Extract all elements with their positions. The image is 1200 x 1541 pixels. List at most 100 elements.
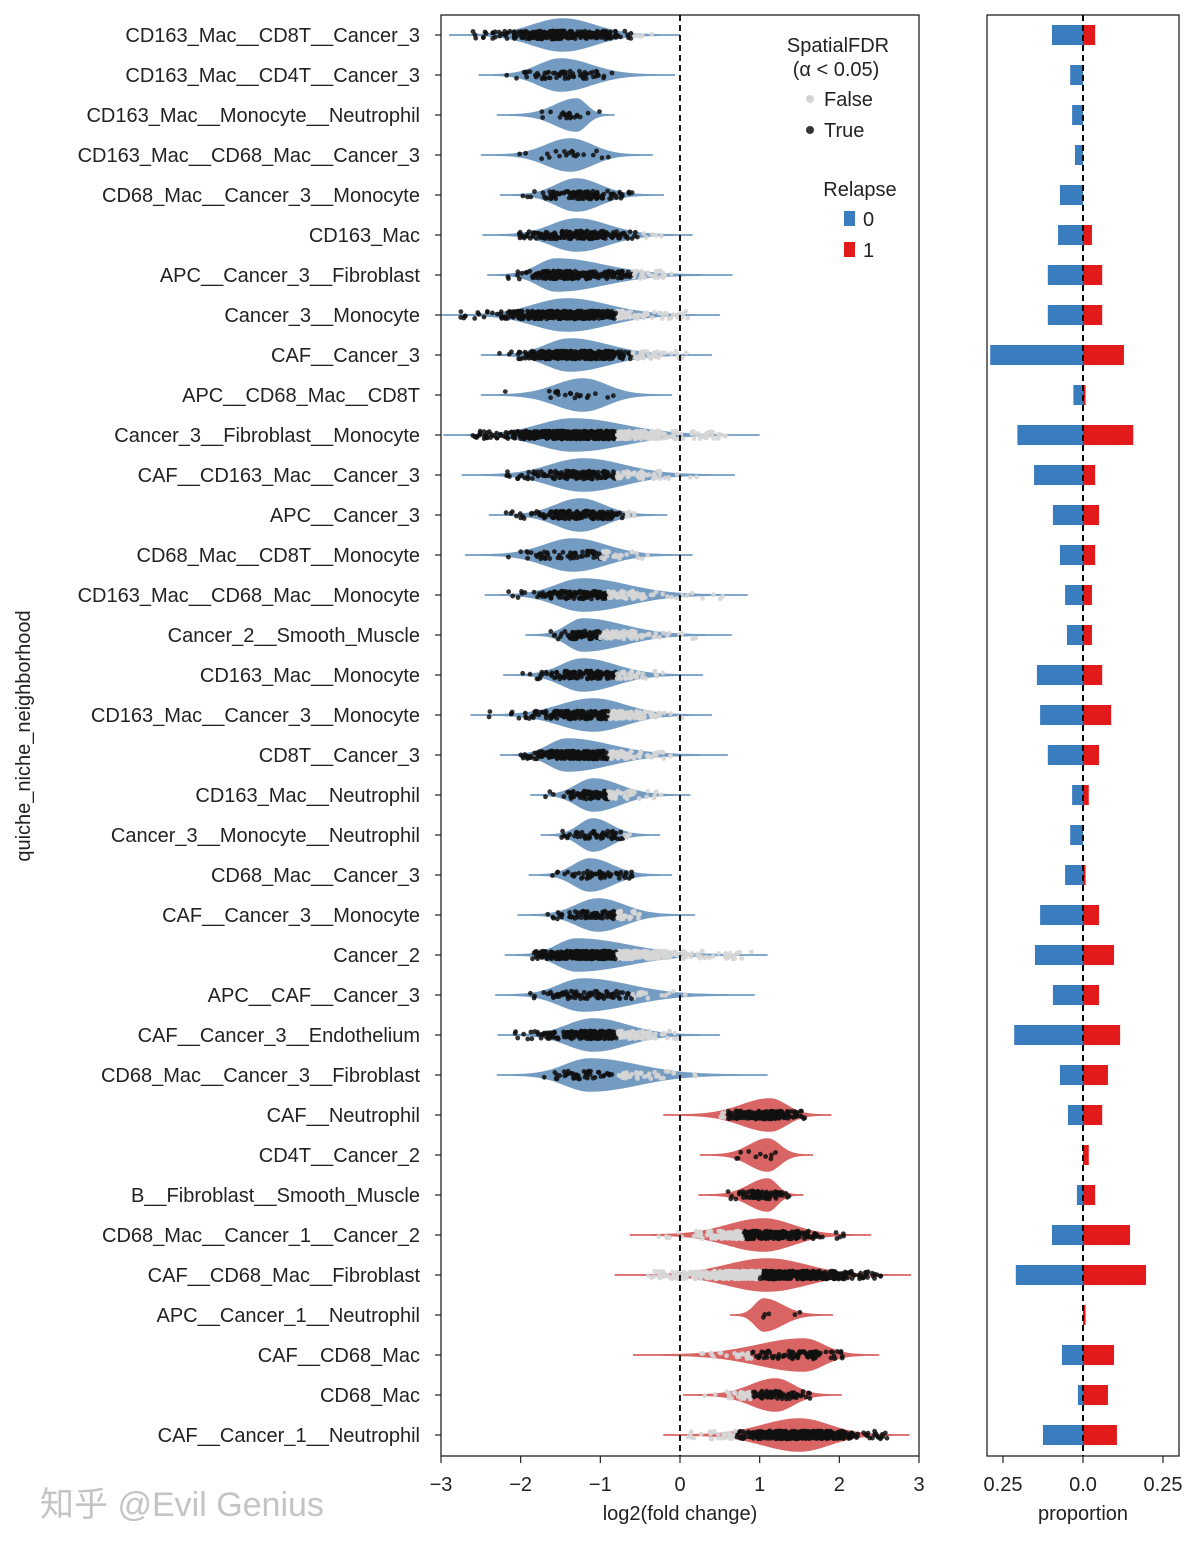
data-point [569,435,575,441]
data-point [574,432,580,437]
data-point [659,316,665,321]
data-point [535,354,541,359]
data-point [585,914,591,919]
data-point [663,350,668,356]
data-point [610,474,616,480]
data-point [598,475,604,481]
data-point [553,233,559,239]
data-point [525,351,530,357]
data-point [572,709,577,715]
data-point [615,269,621,275]
data-point [614,232,620,238]
data-point [581,309,587,315]
data-point [557,309,563,315]
data-point [517,356,523,362]
data-point [584,509,590,515]
data-point [722,433,728,439]
data-point [565,869,571,875]
data-point [672,949,677,955]
data-point [644,794,650,800]
data-point [515,269,521,275]
data-point [632,592,637,597]
data-point [558,36,564,42]
data-point [504,72,510,78]
data-point [607,196,613,202]
data-point [564,113,569,119]
data-point [570,431,575,437]
data-point [581,316,586,322]
data-point [749,949,754,955]
data-point [613,793,619,798]
data-point [664,434,670,440]
data-point [473,35,479,41]
data-point [577,114,583,120]
data-point [528,194,534,200]
data-point [694,474,699,480]
data-point [632,269,638,274]
data-point [573,153,579,159]
data-point [620,631,626,637]
data-point [516,276,522,282]
data-point [545,435,551,441]
data-point [646,472,652,478]
data-point [553,509,559,515]
data-point [516,715,522,721]
data-point [522,430,527,435]
data-point [585,31,591,36]
data-point [645,552,650,558]
data-point [605,709,611,714]
data-point [541,234,547,240]
data-point [582,833,588,838]
data-point [505,310,511,316]
data-point [570,675,575,680]
data-point [556,316,561,321]
data-point [510,593,516,599]
data-point [594,192,600,198]
data-point [604,676,610,681]
data-point [587,70,593,76]
data-point [665,633,670,638]
data-point [605,828,611,834]
data-point [573,552,579,558]
data-point [594,68,599,74]
data-point [637,754,643,760]
data-point [543,708,549,714]
data-point [539,709,544,715]
data-point [574,231,580,237]
data-point [523,270,529,275]
data-point [610,349,616,355]
data-point [581,433,586,439]
data-point [534,432,540,437]
data-point [511,34,517,40]
data-point [516,315,522,321]
data-point [610,230,616,235]
data-point [458,309,464,315]
data-point [498,309,504,315]
data-point [573,830,579,836]
data-point [562,73,568,78]
data-point [570,755,576,761]
data-point [575,915,580,920]
data-point [572,190,578,196]
data-point [515,428,521,434]
data-point [490,30,495,36]
data-point [602,312,607,318]
data-point [551,36,556,42]
data-point [597,273,603,278]
data-point [627,831,632,837]
data-point [485,309,490,314]
data-point [522,710,528,716]
data-point [585,549,590,555]
data-point [656,310,662,316]
data-point [540,115,545,120]
data-point [585,675,590,681]
data-point [530,233,536,239]
data-point [609,354,615,360]
data-point [565,790,570,795]
data-point [716,951,721,956]
data-point [657,476,663,482]
data-point [522,752,528,757]
data-point [556,353,561,359]
data-point [627,792,633,798]
data-point [603,355,609,361]
